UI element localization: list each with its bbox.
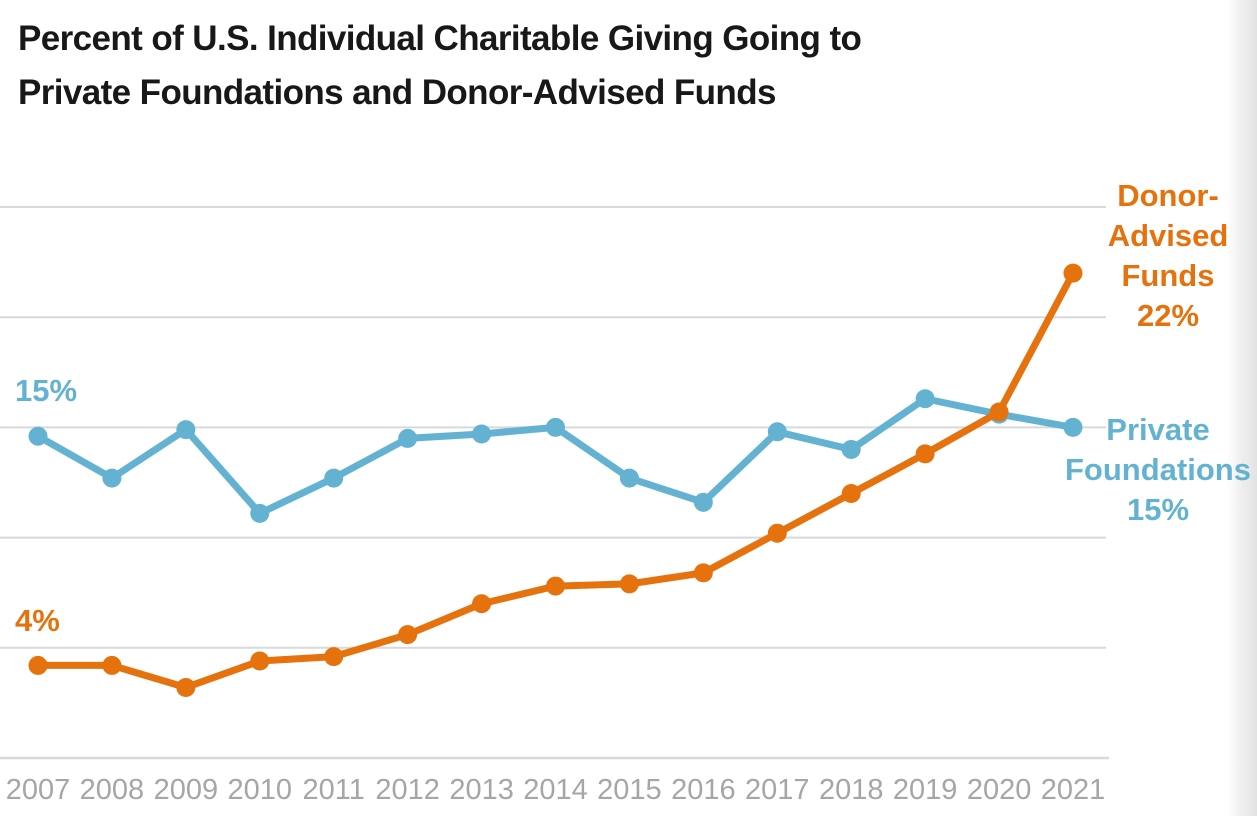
x-tick-label-2021: 2021	[1041, 774, 1106, 806]
pf-point-2015	[619, 468, 639, 488]
x-tick-label-2014: 2014	[523, 774, 588, 806]
page-edge-shadow	[1227, 0, 1257, 816]
x-tick-label-2010: 2010	[228, 774, 293, 806]
daf-line	[34, 269, 1077, 691]
daf-point-2010	[250, 651, 270, 671]
chart-title: Percent of U.S. Individual Charitable Gi…	[18, 19, 862, 113]
private-foundations-start-value-label: 15%	[15, 373, 78, 408]
x-tick-label-2018: 2018	[819, 774, 884, 806]
x-tick-label-2019: 2019	[893, 774, 958, 806]
private-foundations-end-label: Private Foundations 15%	[1065, 412, 1251, 527]
x-tick-label-2009: 2009	[154, 774, 219, 806]
pf-point-2011	[324, 468, 344, 488]
pf-point-2010	[250, 503, 270, 523]
x-tick-label-2008: 2008	[80, 774, 145, 806]
daf-point-2007	[28, 655, 48, 675]
x-tick-label-2017: 2017	[745, 774, 810, 806]
daf-point-2013	[472, 594, 492, 614]
x-tick-label-2007: 2007	[6, 774, 71, 806]
x-tick-label-2016: 2016	[671, 774, 736, 806]
daf-point-2021	[1063, 263, 1083, 283]
donor-advised-funds-end-label: Donor- Advised Funds 22%	[1107, 178, 1229, 333]
daf-point-2018	[841, 484, 861, 504]
pf-point-2012	[398, 428, 418, 448]
pf-point-2014	[546, 417, 565, 437]
x-tick-label-2012: 2012	[375, 774, 440, 806]
pf-point-2021	[1063, 417, 1083, 437]
daf-point-2011	[324, 647, 344, 667]
pf-point-2017	[767, 422, 787, 442]
pf-point-2013	[472, 424, 492, 444]
pf-point-2016	[693, 492, 713, 512]
daf-point-2014	[546, 576, 565, 596]
pf-point-2007	[28, 426, 48, 446]
daf-point-2019	[915, 444, 935, 464]
daf-point-2020	[989, 402, 1009, 422]
daf-point-2008	[102, 655, 122, 675]
daf-point-2012	[398, 625, 418, 645]
x-tick-label-2013: 2013	[449, 774, 514, 806]
daf-point-2009	[176, 677, 196, 697]
daf-point-2017	[767, 523, 787, 543]
pf-point-2019	[915, 389, 935, 409]
pf-point-2008	[102, 468, 122, 488]
x-tick-label-2011: 2011	[303, 774, 365, 806]
x-tick-label-2015: 2015	[597, 774, 662, 806]
pf-point-2009	[176, 420, 196, 440]
x-tick-label-2020: 2020	[967, 774, 1032, 806]
pf-point-2018	[841, 439, 861, 459]
daf-point-2015	[619, 574, 639, 594]
donor-advised-funds-start-value-label: 4%	[15, 603, 60, 638]
daf-point-2016	[693, 563, 713, 583]
